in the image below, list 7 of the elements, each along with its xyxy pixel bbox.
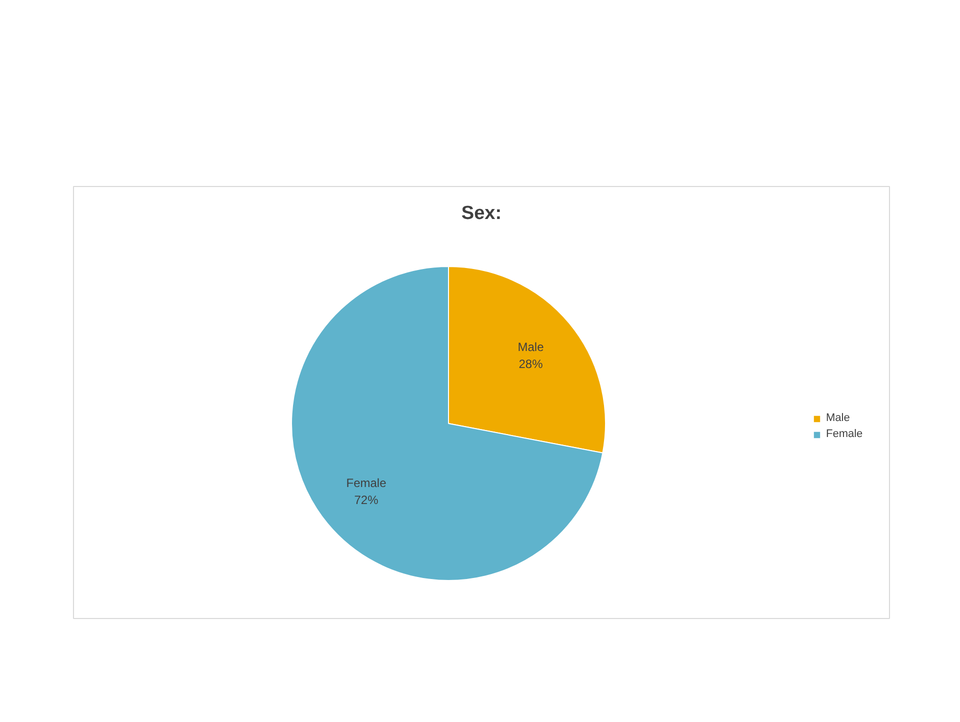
slice-label: Male [518,340,544,354]
slice-label: Female [346,476,387,490]
chart-title: Sex: [461,203,502,224]
data-label: 72% [354,492,379,507]
legend-label: Female [826,428,863,440]
data-label: 28% [518,356,544,371]
legend-label: Male [826,412,850,424]
